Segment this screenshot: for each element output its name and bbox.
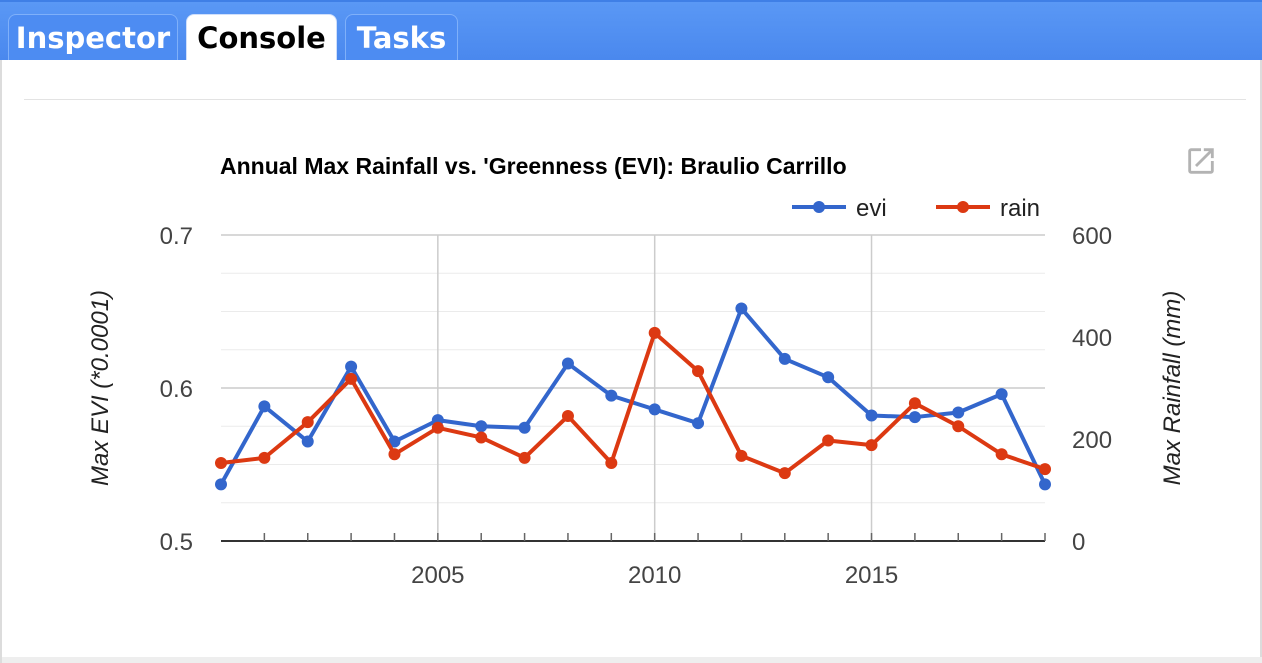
chart-series <box>215 302 1051 491</box>
data-point-evi <box>952 406 965 419</box>
legend-evi-label: evi <box>856 195 887 222</box>
data-point-evi <box>301 435 314 448</box>
data-point-rain <box>431 421 444 434</box>
data-point-evi <box>648 403 661 416</box>
data-point-rain <box>995 448 1008 461</box>
tab-inspector[interactable]: Inspector <box>8 14 178 62</box>
data-point-rain <box>561 410 574 423</box>
data-point-evi <box>561 357 574 370</box>
y-left-tick-label: 0.7 <box>160 223 193 250</box>
data-point-rain <box>388 448 401 461</box>
open-in-new-icon[interactable] <box>1184 144 1218 178</box>
data-point-evi <box>865 409 878 422</box>
tab-bar: Inspector Console Tasks <box>0 0 1262 62</box>
y-right-tick-label: 400 <box>1072 325 1112 352</box>
legend-rain-marker <box>957 201 969 213</box>
legend-rain-label: rain <box>1000 195 1040 222</box>
data-point-evi <box>345 360 358 373</box>
data-point-rain <box>735 449 748 462</box>
data-point-evi <box>215 478 227 491</box>
chart-legend: evi rain <box>792 195 1040 222</box>
data-point-evi <box>258 400 271 413</box>
data-point-evi <box>475 420 488 433</box>
y-axis-left-label: Max EVI (*0.0001) <box>87 290 114 486</box>
data-point-rain <box>908 397 921 410</box>
data-point-rain <box>605 456 618 469</box>
data-point-rain <box>1039 463 1051 476</box>
y-right-tick-label: 200 <box>1072 427 1112 454</box>
data-point-rain <box>778 467 791 480</box>
data-point-evi <box>605 389 618 402</box>
tab-tasks[interactable]: Tasks <box>345 14 458 62</box>
data-point-rain <box>865 439 878 452</box>
data-point-evi <box>735 302 748 315</box>
data-point-evi <box>908 411 921 424</box>
series-line-rain <box>220 330 1046 476</box>
data-point-rain <box>692 365 705 378</box>
y-left-tick-label: 0.5 <box>160 529 193 556</box>
legend-evi-marker <box>813 201 825 213</box>
data-point-rain <box>258 451 271 464</box>
data-point-rain <box>822 434 835 447</box>
y-right-tick-label: 0 <box>1072 529 1085 556</box>
x-tick-label: 2015 <box>845 562 898 589</box>
data-point-rain <box>475 431 488 444</box>
console-divider <box>24 99 1246 100</box>
data-point-rain <box>345 372 358 385</box>
data-point-rain <box>518 451 531 464</box>
y-right-tick-label: 600 <box>1072 223 1112 250</box>
data-point-evi <box>995 388 1008 401</box>
data-point-rain <box>952 420 965 433</box>
data-point-evi <box>388 435 401 448</box>
data-point-evi <box>1039 478 1051 491</box>
x-tick-label: 2005 <box>411 562 464 589</box>
tab-console[interactable]: Console <box>186 14 337 62</box>
chart-grid <box>221 234 1045 541</box>
data-point-evi <box>822 371 835 384</box>
x-tick-label: 2010 <box>628 562 681 589</box>
chart-title: Annual Max Rainfall vs. 'Greenness (EVI)… <box>220 153 847 179</box>
y-left-tick-label: 0.6 <box>160 376 193 403</box>
data-point-evi <box>778 352 791 365</box>
panel-bottom-border <box>2 657 1262 663</box>
console-panel <box>0 60 1262 663</box>
chart-axes: 2005 2010 2015 0.5 0.6 0.7 0 200 400 600 <box>160 223 1112 589</box>
data-point-rain <box>215 456 227 469</box>
data-point-rain <box>648 326 661 339</box>
y-axis-right-label: Max Rainfall (mm) <box>1159 291 1186 486</box>
data-point-evi <box>692 417 705 430</box>
data-point-evi <box>518 421 531 434</box>
data-point-rain <box>301 416 314 429</box>
